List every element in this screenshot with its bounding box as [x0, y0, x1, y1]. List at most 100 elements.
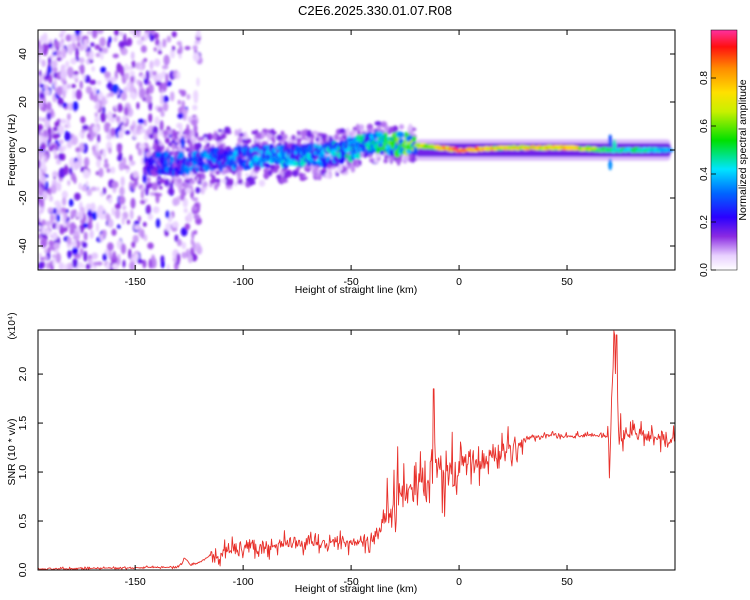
spectrogram-cell	[291, 134, 296, 141]
spectrogram-cell	[47, 56, 52, 66]
spectrogram-cell	[148, 133, 155, 139]
spectrogram-cell	[121, 216, 125, 225]
spectrogram-cell	[55, 252, 61, 264]
spectrogram-cell	[108, 147, 112, 154]
spectrogram-cell	[53, 207, 57, 215]
spectrogram-cell	[99, 36, 106, 47]
spectrogram-cell	[131, 60, 136, 69]
spectrogram-cell	[63, 164, 69, 176]
spectrogram-cell	[52, 67, 58, 72]
spectrogram-cell	[608, 158, 613, 171]
spectrogram-cell	[177, 177, 183, 184]
spectrogram-cell	[246, 138, 252, 144]
spectrogram-cell	[322, 136, 326, 143]
spectrogram-cell	[60, 38, 65, 44]
spectrogram-cell	[203, 145, 208, 151]
snr-panel: -150 -100 -50 0 50 0.0 0.5 1.0 1.5 2.0 Height of…	[6, 312, 676, 595]
spectrogram-cell	[56, 56, 62, 62]
spectrogram-cell	[147, 176, 151, 183]
spectrogram-cell	[148, 113, 153, 123]
spectrogram-cell	[301, 176, 308, 180]
spectrogram-cell	[39, 256, 45, 261]
spectrogram-cell	[102, 106, 106, 115]
y-tick-label: 0.0	[17, 563, 29, 578]
spectrogram-cell	[137, 215, 142, 222]
spectrogram-cell	[97, 204, 104, 215]
spectrogram-cell	[234, 182, 238, 187]
spectrogram-cell	[122, 48, 127, 56]
spectrogram-cell	[94, 116, 100, 124]
spectrogram-cell	[65, 34, 72, 42]
spectrogram-cell	[223, 126, 231, 134]
spectrogram-cell	[162, 102, 169, 112]
colorbar-scale	[710, 29, 738, 271]
spectrogram-cell	[38, 169, 43, 179]
spectrogram-cell	[374, 121, 382, 126]
spectrogram-cell	[198, 175, 202, 183]
spectrogram-cell	[91, 65, 95, 72]
spectrogram-cell	[269, 164, 276, 171]
spectrogram-cell	[87, 209, 93, 218]
snr-y-label: SNR (10 * v/v)	[6, 418, 18, 485]
spectrogram-cell	[59, 70, 67, 79]
spectrogram-cell	[69, 227, 73, 236]
spectrogram-cell	[215, 170, 220, 175]
spectrogram-cell	[168, 142, 173, 147]
spectrogram-cell	[117, 103, 123, 113]
spectrogram-cell	[58, 139, 64, 145]
spectrogram-cell	[132, 234, 139, 244]
spectrogram-cell	[81, 263, 85, 269]
spectrogram-cell	[119, 186, 125, 196]
spectrogram-cell	[266, 133, 274, 139]
spectrogram-cell	[96, 158, 102, 168]
spectrogram-cell	[95, 261, 103, 266]
spectrogram-cell	[118, 40, 126, 48]
spectrogram-cell	[39, 35, 44, 44]
spectrogram-cell	[180, 163, 185, 176]
spectrogram-cell	[129, 261, 136, 270]
spectrogram-cell	[108, 36, 112, 43]
spectrogram-cell	[181, 181, 186, 187]
spectrogram-cell	[60, 118, 67, 124]
spectrogram-cell	[104, 122, 110, 133]
spectrogram-cell	[134, 252, 139, 260]
spectrogram-cell	[355, 123, 360, 130]
spectrogram-cell	[153, 58, 161, 67]
spectrogram-cell	[71, 136, 78, 146]
spectrogram-cell	[105, 262, 111, 270]
spectrogram-cell	[47, 126, 52, 136]
spectrogram-cell	[402, 154, 410, 163]
spectrogram-cell	[151, 182, 159, 191]
spectrogram-cell	[182, 197, 189, 208]
spectrogram-cell	[166, 263, 170, 270]
colorbar-tick-label: 0.0	[699, 263, 710, 277]
spectrogram-cell	[130, 197, 136, 209]
spectrogram-cell	[39, 261, 43, 270]
spectrogram-cell	[164, 137, 170, 144]
spectrogram-cell	[79, 131, 84, 138]
spectrogram-cell	[91, 252, 99, 260]
spectrogram-cell	[196, 142, 202, 151]
spectrogram-cell	[193, 229, 198, 235]
spectrogram-cell	[122, 259, 126, 268]
y-tick-label: 1.0	[17, 465, 29, 480]
spectrogram-cell	[53, 249, 60, 254]
spectrogram-cell	[38, 252, 42, 258]
spectrogram-cell	[42, 32, 48, 43]
spectrogram-cell	[66, 262, 74, 270]
spectrogram-cell	[38, 123, 44, 132]
spectrogram-cell	[300, 136, 307, 141]
spectrogram-cell	[63, 83, 67, 90]
spectrogram-cell	[67, 249, 71, 260]
spectrogram-cell	[92, 125, 99, 133]
spectrogram-cell	[120, 91, 128, 101]
spectrogram-cell	[152, 206, 160, 214]
spectrogram-cell	[97, 133, 101, 143]
spectrogram-cell	[291, 169, 299, 177]
spectrogram-cell	[38, 97, 44, 109]
spectrogram-cell	[142, 221, 147, 227]
spectrogram-cell	[276, 134, 283, 141]
spectrogram-cell	[176, 41, 182, 46]
spectrogram-cell	[95, 141, 99, 153]
spectrogram-cell	[79, 64, 85, 75]
